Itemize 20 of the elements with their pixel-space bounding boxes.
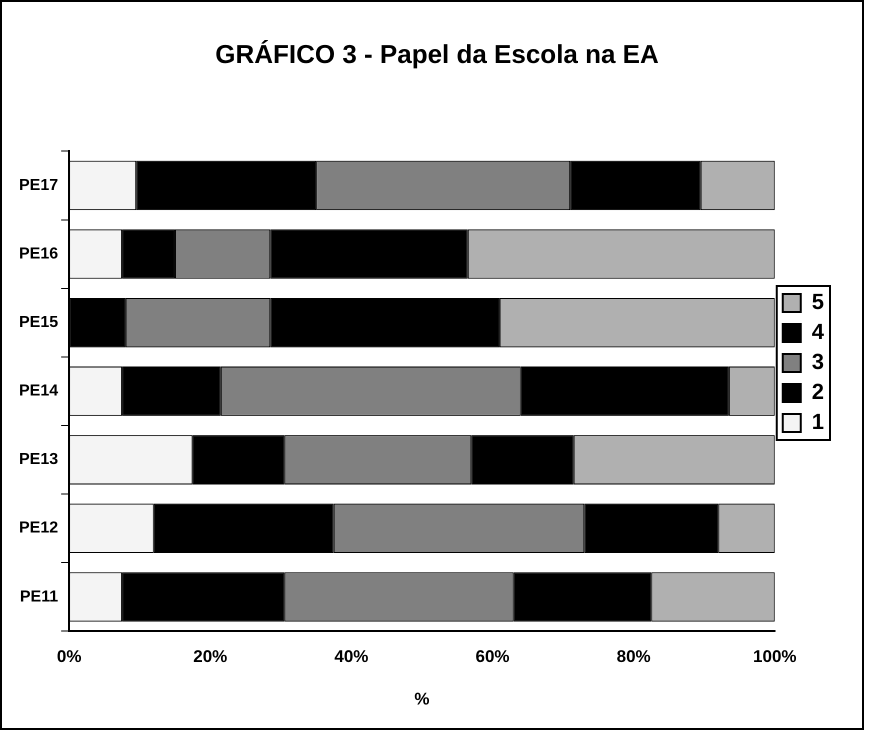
x-tick-label: 40% <box>334 647 368 666</box>
x-tick-label: 0% <box>56 647 82 666</box>
y-tick-label: PE12 <box>19 520 58 537</box>
x-tick-label: 100% <box>753 647 797 666</box>
x-axis-title: % <box>414 689 430 708</box>
y-tick-label: PE13 <box>19 451 58 468</box>
x-tick-label: 20% <box>193 647 228 666</box>
x-tick-label: 80% <box>616 647 651 666</box>
y-tick-label: PE15 <box>19 314 58 332</box>
y-tick-label: PE11 <box>20 588 58 606</box>
legend-label: 5 <box>812 289 824 314</box>
chart-title: GRÁFICO 3 - Papel da Escola na EA <box>215 38 660 69</box>
y-tick-label: PE16 <box>19 245 58 262</box>
legend-label: 3 <box>812 349 824 374</box>
legend-label: 4 <box>812 319 825 344</box>
x-tick-label: 60% <box>476 647 510 666</box>
y-tick-label: PE14 <box>19 382 58 400</box>
legend-label: 2 <box>812 379 824 404</box>
legend-label: 1 <box>812 409 824 434</box>
y-tick-label: PE17 <box>19 176 58 194</box>
